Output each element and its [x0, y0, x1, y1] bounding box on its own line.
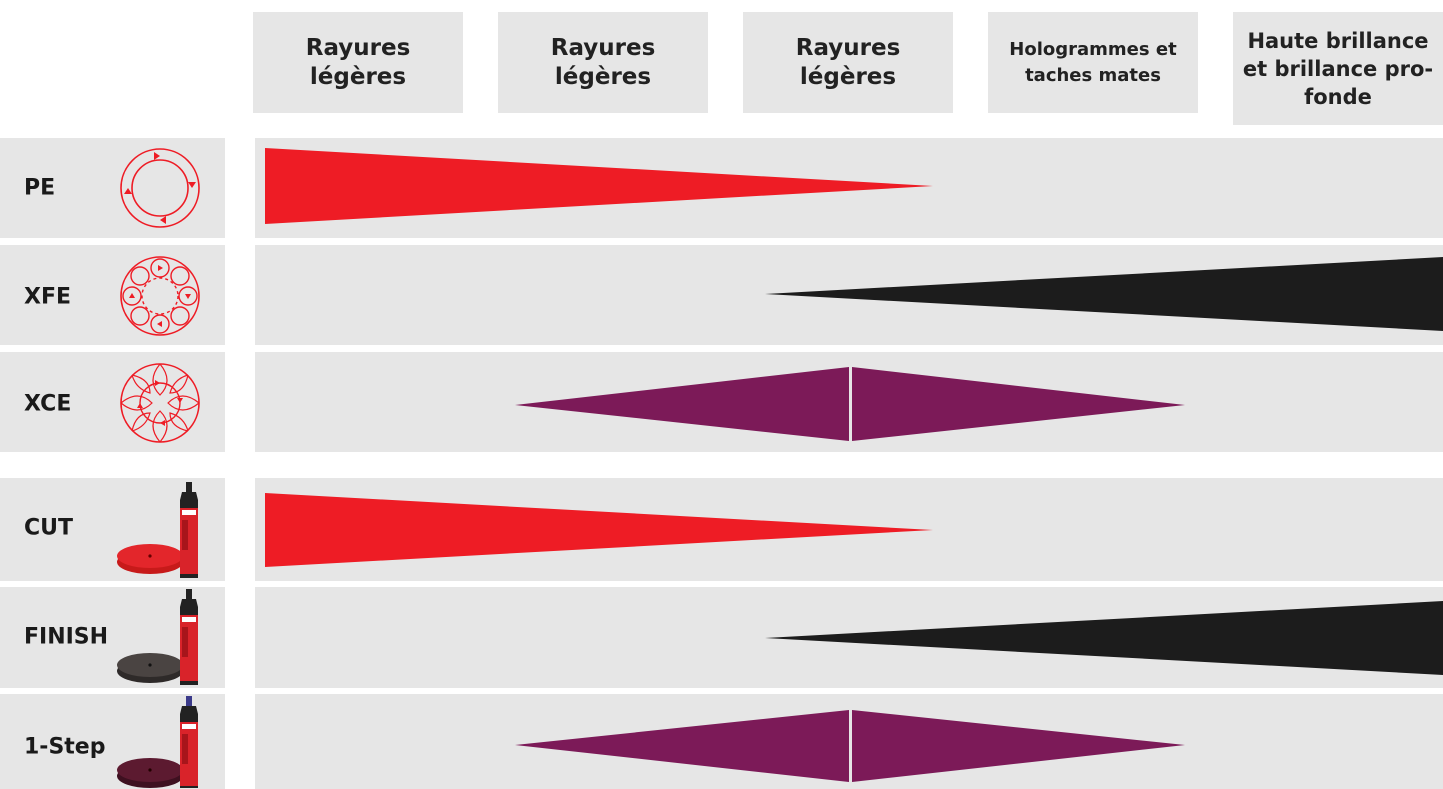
bar-row-finish — [255, 587, 1443, 688]
column-header-1: Rayures légères — [253, 12, 463, 113]
row-label-xfe: XFE — [0, 245, 225, 345]
row-label-text: XCE — [24, 391, 72, 417]
row-label-text: PE — [24, 175, 56, 201]
bar-row-pe — [255, 138, 1443, 238]
column-header-4: Hologrammes et taches mates — [988, 12, 1198, 113]
row-label-text: 1-Step — [24, 734, 106, 760]
purple-pad-and-polish-bottle-icon — [117, 696, 198, 788]
diamond-shape — [515, 710, 1185, 782]
row-label-text: FINISH — [24, 624, 109, 650]
diamond-shape — [515, 367, 1185, 441]
wedge-decreasing — [265, 148, 933, 224]
rotary-motion-icon — [120, 148, 200, 228]
row-label-xce: XCE — [0, 352, 225, 452]
row-label-text: XFE — [24, 284, 72, 310]
row-label-finish: FINISH — [0, 587, 225, 688]
wedge-increasing — [765, 601, 1443, 675]
bar-row-1-step — [255, 694, 1443, 789]
bar-row-cut — [255, 478, 1443, 581]
dark-pad-and-polish-bottle-icon — [117, 589, 198, 685]
row-label-pe: PE — [0, 138, 225, 238]
red-pad-and-polish-bottle-icon — [117, 482, 198, 578]
row-label-text: CUT — [24, 515, 74, 541]
column-header-3: Rayures légères — [743, 12, 953, 113]
bar-row-xfe — [255, 245, 1443, 345]
column-header-2: Rayures légères — [498, 12, 708, 113]
column-header-5: Haute brillance et brillance pro-fonde — [1233, 12, 1443, 125]
bar-row-xce — [255, 352, 1443, 452]
row-label-cut: CUT — [0, 478, 225, 581]
row-label-1-step: 1-Step — [0, 694, 225, 789]
forced-random-orbital-icon — [120, 256, 200, 336]
wedge-increasing — [765, 257, 1443, 331]
wedge-decreasing — [265, 493, 933, 567]
combined-orbital-icon — [120, 363, 200, 443]
